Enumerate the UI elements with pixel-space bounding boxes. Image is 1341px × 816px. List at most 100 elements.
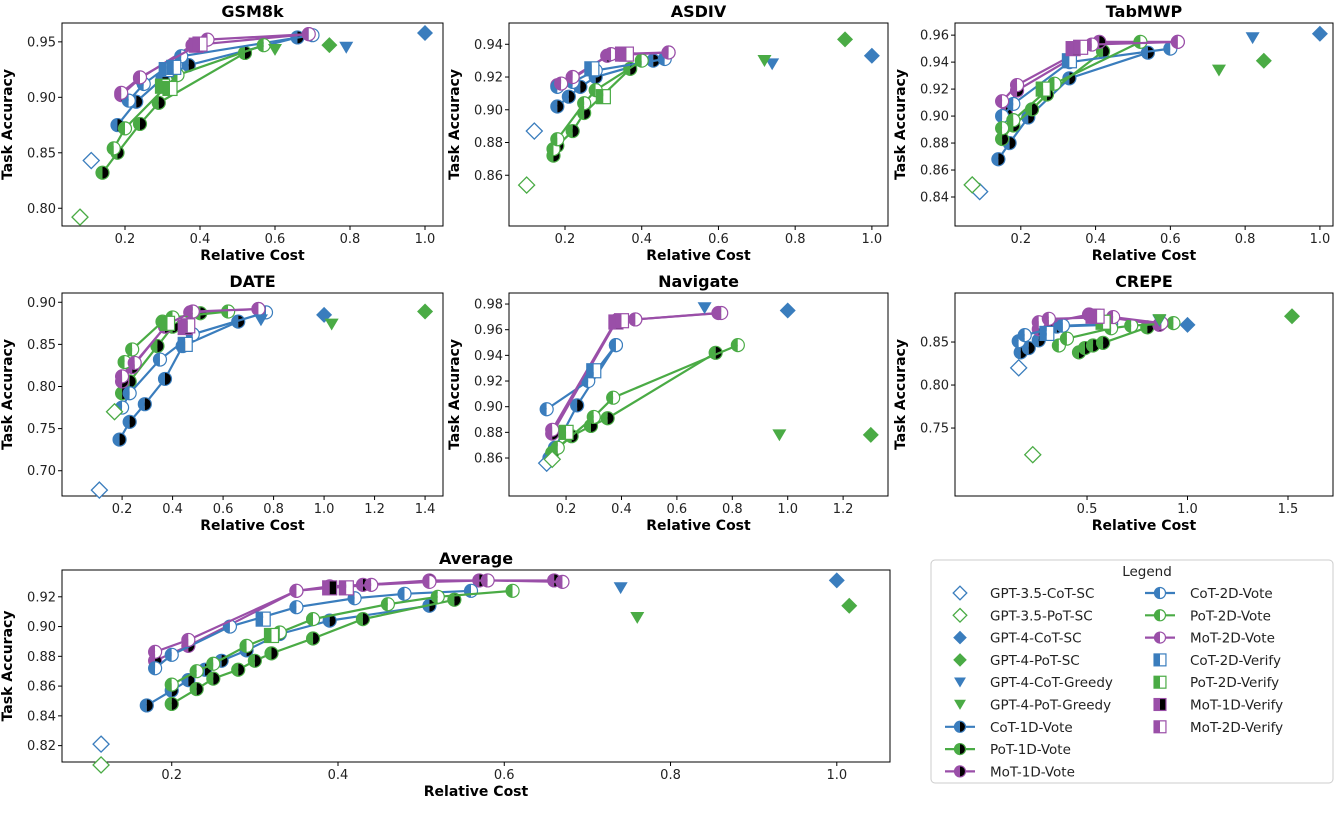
x-axis-label: Relative Cost [200,248,305,264]
series-cot-2d-verify [584,61,600,77]
half-circle-marker [164,696,179,712]
x-axis-label: Relative Cost [646,248,751,264]
series-gpt-4-cot-greedy [613,582,628,595]
series-mot-2d-verify [618,46,634,62]
half-circle-marker [995,121,1010,136]
half-circle-marker [1170,34,1185,49]
triangle-down-marker [268,44,282,56]
triangle-down-marker [954,699,966,710]
y-axis-label: Task Accuracy [447,339,463,450]
diamond-marker [417,24,433,41]
half-square-marker [586,363,602,379]
diamond-marker [1179,316,1196,333]
legend-label: CoT-1D-Vote [990,720,1073,736]
y-tick-label: 0.95 [27,35,56,50]
subplot-date: DATE Relative Cost Task Accuracy 0.2 0.4 0.6 0… [0,272,444,534]
half-circle-marker [264,646,279,661]
triangle-down-marker [1245,32,1260,45]
half-circle-marker [106,141,121,156]
half-circle-marker [164,677,179,692]
y-tick-label: 0.82 [27,739,56,754]
legend-entry: MoT-1D-Verify [1153,698,1283,714]
x-tick-label: 1.0 [1177,502,1198,517]
diamond-marker [837,31,854,48]
x-tick-label: 0.2 [556,502,577,517]
half-circle-marker [247,653,262,668]
y-tick-label: 0.88 [474,136,503,151]
legend-label: PoT-1D-Vote [990,742,1071,758]
half-square-marker [263,627,280,644]
triangle-down-marker [253,314,268,327]
y-tick-label: 0.88 [920,137,949,152]
x-tick-label: 0.4 [1085,232,1106,247]
half-square-marker [322,580,338,596]
legend-entry: MoT-1D-Vote [945,764,1075,780]
half-circle-marker [164,647,179,662]
series-pot-2d-verify [595,89,611,105]
series-gpt-4-pot-sc [321,37,338,54]
half-circle-marker [206,656,221,671]
legend-label: PoT-2D-Vote [1190,608,1271,624]
half-square-marker [1153,720,1167,734]
open-diamond-marker [952,607,968,624]
half-circle-marker [1166,316,1181,331]
subplot-title: CREPE [1115,272,1173,291]
half-square-marker [255,611,271,627]
legend-label: MoT-2D-Vote [1190,631,1275,647]
x-tick-label: 0.2 [555,232,576,247]
legend-box [930,559,1334,784]
series-mot-2d-verify [192,36,208,52]
x-tick-label: 0.8 [1235,232,1256,247]
y-tick-label: 0.90 [474,103,503,118]
half-circle-marker [634,53,649,68]
half-circle-marker [305,612,321,627]
diamond-marker [862,426,879,443]
x-tick-label: 0.6 [667,502,688,517]
half-circle-marker [148,644,163,659]
half-circle-marker [608,337,624,353]
y-tick-label: 0.88 [474,426,503,441]
open-diamond-marker [517,176,536,194]
y-axis-label: Task Accuracy [0,69,16,180]
subplot-gsm8k: GSM8k Relative Cost Task Accuracy 0.2 0.4 0.6… [0,2,444,264]
series-line [557,344,739,449]
y-tick-label: 0.85 [920,336,949,351]
half-circle-marker [117,121,133,136]
half-square-marker [1089,308,1105,324]
half-circle-marker [1009,77,1025,93]
half-circle-marker [565,123,580,139]
triangle-down-marker [613,582,628,595]
half-square-marker [613,313,630,329]
half-circle-marker [577,96,592,111]
x-tick-label: 0.4 [611,502,632,517]
x-axis-label: Relative Cost [1092,518,1197,534]
y-tick-label: 0.80 [920,379,949,394]
half-circle-marker [364,577,379,592]
y-tick-label: 0.85 [27,146,56,161]
half-square-marker [166,59,182,75]
open-diamond-marker [543,450,562,469]
legend-entry: PoT-2D-Verify [1153,675,1279,691]
half-circle-marker [122,386,137,401]
diamond-marker [321,37,338,54]
series-gpt-3.5-cot-sc [525,122,544,140]
half-square-marker [338,580,354,596]
legend-entry: MoT-2D-Verify [1153,720,1283,736]
open-diamond-marker [82,151,101,170]
series-cot-2d-verify [255,611,271,627]
x-tick-label: 0.8 [660,768,681,783]
axes-frame [508,22,889,227]
series-pot-1d-vote [1071,320,1155,360]
legend-label: GPT-4-CoT-Greedy [990,675,1113,691]
half-circle-marker [189,664,204,679]
half-circle-marker [539,402,554,417]
half-circle-marker [239,638,254,654]
y-tick-label: 0.90 [27,91,56,106]
half-circle-marker [1153,631,1167,644]
series-gpt-4-pot-greedy [772,429,787,442]
half-circle-marker [189,681,204,697]
legend-entry: CoT-1D-Vote [945,720,1073,736]
x-tick-label: 0.2 [115,232,136,247]
y-tick-label: 0.94 [474,349,503,364]
